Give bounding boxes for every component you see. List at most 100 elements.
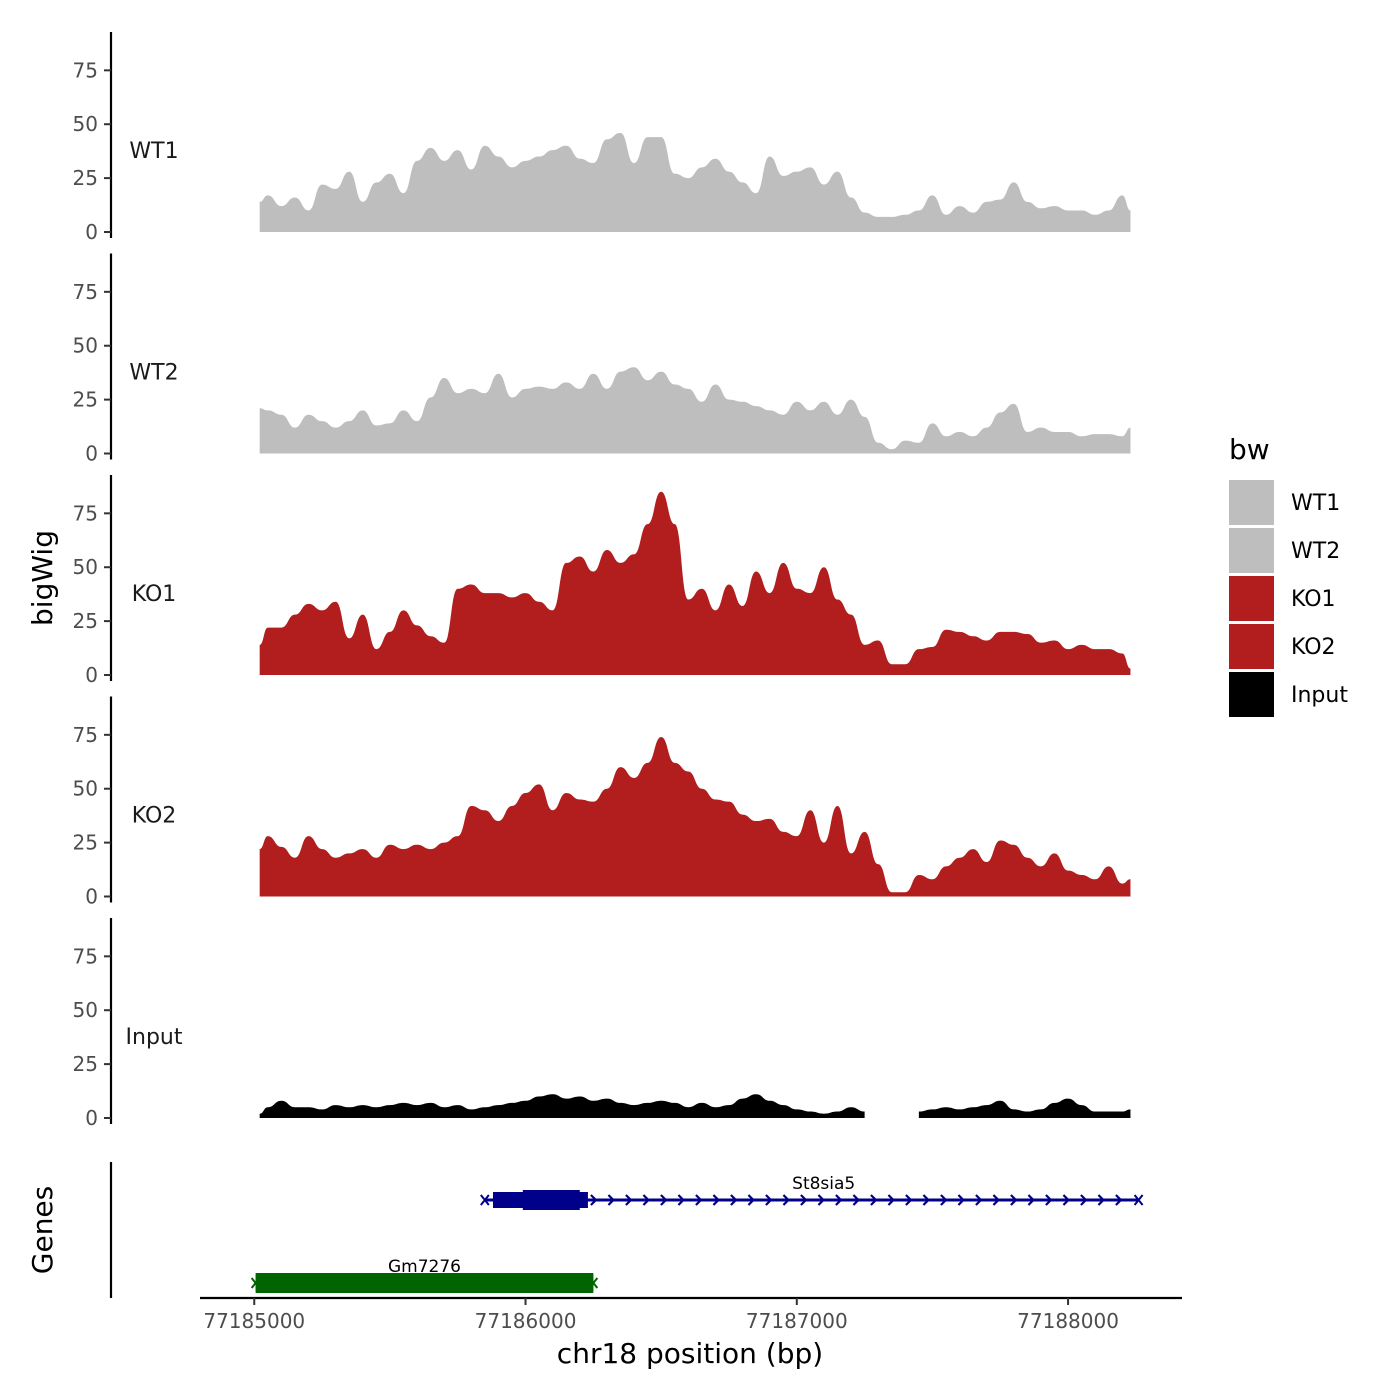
y-tick-label: 75 — [73, 944, 98, 968]
x-tick-label: 77187000 — [746, 1309, 848, 1333]
legend-swatch — [1229, 624, 1274, 669]
strand-arrow — [607, 1194, 615, 1206]
gene-end-mark — [480, 1194, 490, 1206]
strand-arrow — [642, 1194, 650, 1206]
y-tick-label: 25 — [73, 388, 98, 412]
legend-entry-wt2: WT2 — [1229, 528, 1340, 573]
strand-arrow — [625, 1194, 633, 1206]
strand-arrow — [852, 1194, 860, 1206]
legend-swatch — [1229, 672, 1274, 717]
coverage-area-ko1 — [259, 491, 1131, 675]
y-tick-label: 50 — [73, 334, 98, 358]
strand-arrow — [940, 1194, 948, 1206]
x-tick-label: 77185000 — [203, 1309, 305, 1333]
strand-arrow — [730, 1194, 738, 1206]
strand-arrow — [835, 1194, 843, 1206]
strand-arrow — [922, 1194, 930, 1206]
strand-arrow — [870, 1194, 878, 1206]
strand-arrow — [782, 1194, 790, 1206]
y-tick-label: 50 — [73, 555, 98, 579]
y-tick-label: 25 — [73, 831, 98, 855]
coverage-area-input — [259, 1094, 865, 1118]
y-tick-label: 50 — [73, 112, 98, 136]
legend-label: WT2 — [1291, 539, 1340, 564]
y-axis-title: bigWig — [26, 530, 59, 626]
gene-st8sia5: St8sia5 — [480, 1174, 1144, 1210]
coverage-tracks: 0 25 50 75 WT1 0 25 50 75 WT2 0 25 50 75 KO1 0 25 50 75 KO2… — [73, 32, 1131, 1130]
strand-arrow — [590, 1194, 598, 1206]
strand-arrow — [975, 1194, 983, 1206]
track-ko2: 0 25 50 75 KO2 — [73, 696, 1131, 909]
track-label: WT2 — [129, 361, 178, 386]
strand-arrow — [1080, 1194, 1088, 1206]
gene-coding-exon — [255, 1273, 594, 1293]
y-tick-label: 25 — [73, 1052, 98, 1076]
gene-coding-exon — [522, 1190, 580, 1210]
strand-arrow — [677, 1194, 685, 1206]
strand-arrow — [1115, 1194, 1123, 1206]
strand-arrow — [695, 1194, 703, 1206]
strand-arrow — [1027, 1194, 1035, 1206]
legend-label: KO1 — [1291, 587, 1336, 612]
legend-entries: WT1 WT2 KO1 KO2 Input — [1229, 480, 1348, 717]
strand-arrow — [800, 1194, 808, 1206]
legend: bw WT1 WT2 KO1 KO2 Input — [1229, 433, 1348, 717]
y-tick-label: 75 — [73, 501, 98, 525]
track-label: KO2 — [132, 804, 177, 829]
y-tick-label: 25 — [73, 166, 98, 190]
gene-label: St8sia5 — [792, 1174, 855, 1194]
y-tick-label: 50 — [73, 777, 98, 801]
y-tick-label: 0 — [85, 1106, 98, 1130]
y-tick-label: 0 — [85, 663, 98, 687]
track-label: KO1 — [132, 582, 177, 607]
y-tick-label: 75 — [73, 723, 98, 747]
genes-axis-title: Genes — [26, 1186, 59, 1274]
gene-end-mark — [1133, 1194, 1144, 1206]
strand-arrow — [1045, 1194, 1053, 1206]
strand-arrow — [1062, 1194, 1070, 1206]
legend-label: Input — [1291, 683, 1348, 708]
strand-arrow — [817, 1194, 825, 1206]
x-tick-label: 77186000 — [475, 1309, 577, 1333]
strand-arrow — [905, 1194, 913, 1206]
strand-arrow — [747, 1194, 755, 1206]
track-label: Input — [126, 1025, 183, 1050]
strand-arrow — [957, 1194, 965, 1206]
y-tick-label: 0 — [85, 442, 98, 466]
legend-swatch — [1229, 480, 1274, 525]
legend-entry-ko2: KO2 — [1229, 624, 1336, 669]
legend-swatch — [1229, 576, 1274, 621]
legend-entry-ko1: KO1 — [1229, 576, 1336, 621]
gene-annotation-panel: St8sia5 Gm7276 — [109, 1162, 1144, 1298]
y-tick-label: 25 — [73, 609, 98, 633]
y-tick-label: 75 — [73, 58, 98, 82]
gene-models: St8sia5 Gm7276 — [250, 1174, 1144, 1293]
strand-arrow — [712, 1194, 720, 1206]
legend-swatch — [1229, 528, 1274, 573]
strand-arrow — [660, 1194, 668, 1206]
track-label: WT1 — [129, 139, 178, 164]
coverage-area-wt1 — [259, 132, 1131, 232]
gene-gm7276: Gm7276 — [250, 1257, 599, 1293]
y-tick-label: 75 — [73, 280, 98, 304]
x-axis: 77185000 77186000 77187000 77188000 — [200, 1296, 1182, 1333]
x-axis-ticks: 77185000 77186000 77187000 77188000 — [203, 1298, 1119, 1333]
legend-title: bw — [1229, 433, 1270, 466]
coverage-area-ko2 — [259, 736, 1131, 897]
legend-label: WT1 — [1291, 491, 1340, 516]
strand-arrow — [765, 1194, 773, 1206]
y-tick-label: 0 — [85, 885, 98, 909]
strand-arrow — [887, 1194, 895, 1206]
track-wt1: 0 25 50 75 WT1 — [73, 32, 1131, 244]
x-axis-title: chr18 position (bp) — [557, 1337, 823, 1370]
track-ko1: 0 25 50 75 KO1 — [73, 475, 1131, 687]
legend-entry-input: Input — [1229, 672, 1348, 717]
strand-arrow — [1010, 1194, 1018, 1206]
gene-label: Gm7276 — [388, 1257, 461, 1277]
track-wt2: 0 25 50 75 WT2 — [73, 253, 1131, 466]
strand-arrow — [992, 1194, 1000, 1206]
y-tick-label: 0 — [85, 220, 98, 244]
legend-label: KO2 — [1291, 635, 1336, 660]
strand-arrow — [1097, 1194, 1105, 1206]
